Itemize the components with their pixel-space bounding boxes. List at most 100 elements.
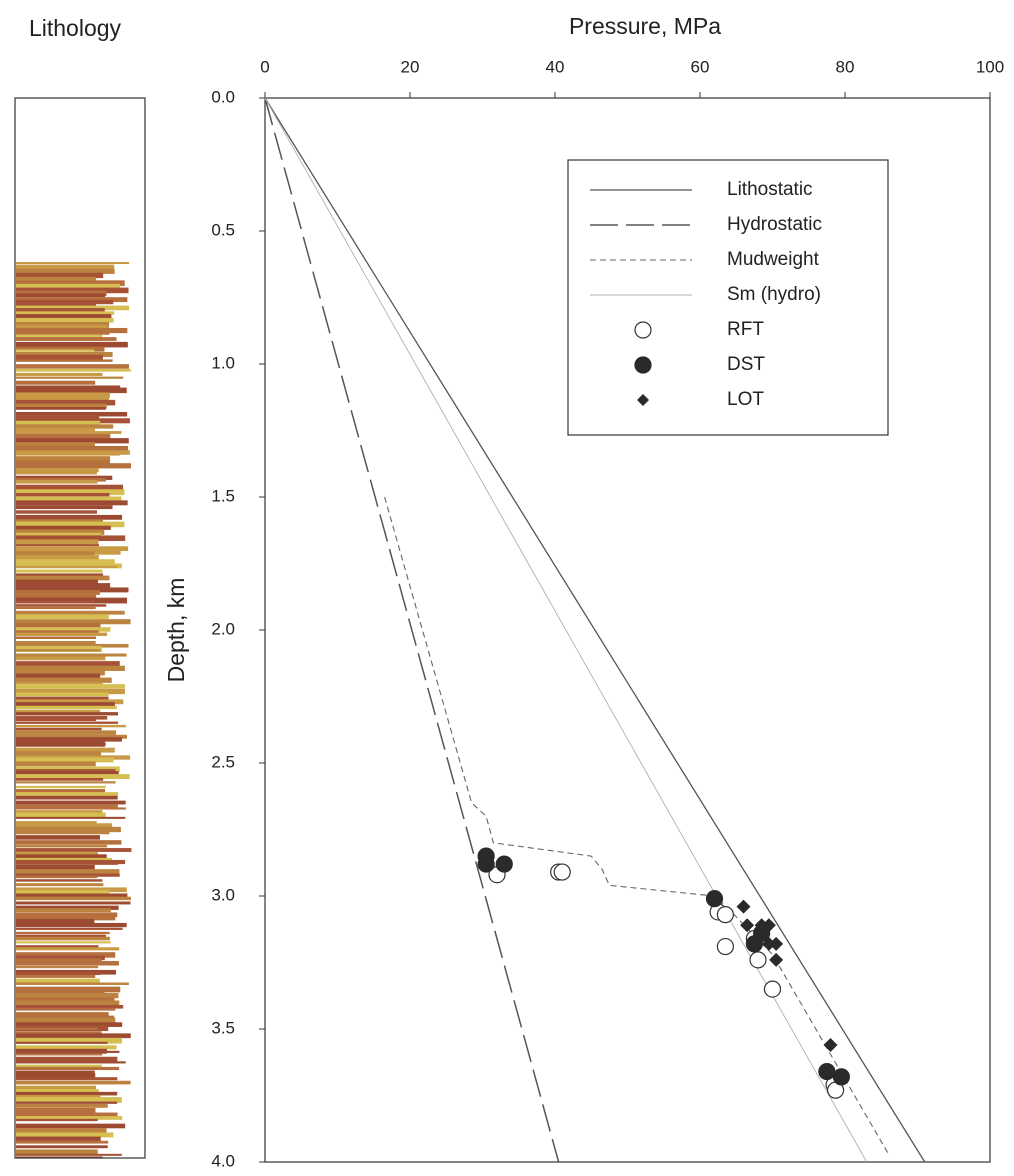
lithology-band: [16, 712, 119, 716]
lithology-band: [16, 812, 106, 818]
lithology-band: [16, 337, 117, 341]
lithology-band: [16, 544, 100, 547]
lithology-band: [16, 653, 127, 657]
lithology-band: [16, 311, 115, 315]
lithology-band: [16, 452, 120, 456]
lithology-band: [16, 268, 115, 274]
lithology-band: [16, 565, 118, 569]
lithology-band: [16, 989, 105, 994]
lithology-band: [16, 280, 125, 287]
lithology-band: [16, 600, 96, 604]
lithology-band: [16, 795, 118, 800]
lithology-band: [16, 539, 99, 545]
lithology-band: [16, 460, 110, 465]
lithology-band: [16, 272, 104, 279]
lithology-band: [16, 972, 101, 976]
legend-swatch: [637, 394, 649, 406]
lithology-band: [16, 359, 113, 362]
lithology-band: [16, 514, 123, 520]
lithology-band: [16, 1000, 120, 1007]
lithology-band: [16, 677, 112, 683]
lithology-band: [16, 535, 126, 542]
data-point: [553, 863, 571, 881]
lithology-band: [16, 264, 115, 270]
lithology-band: [16, 955, 105, 961]
lithology-band: [16, 934, 106, 939]
lithology-band: [16, 840, 122, 845]
lithology-band: [16, 1094, 101, 1098]
lithology-band: [16, 420, 101, 425]
lithology-band: [16, 893, 128, 898]
lithology-band: [16, 975, 96, 978]
lithology-band: [16, 332, 110, 335]
lithology-band: [16, 314, 112, 320]
lithology-band: [16, 670, 105, 676]
lithology-band: [16, 559, 115, 566]
lithology-band: [16, 751, 102, 757]
lithology-band: [16, 1022, 123, 1027]
lithology-band: [16, 730, 116, 735]
lithology-band: [16, 525, 111, 530]
lithology-band: [16, 986, 121, 993]
lithology-band: [16, 418, 130, 424]
lithology-band: [16, 721, 119, 724]
lithology-band: [16, 1136, 101, 1141]
lithology-band: [16, 1066, 120, 1071]
x-tick-label: 80: [836, 57, 855, 76]
lithology-band: [16, 941, 111, 944]
lithology-band: [16, 724, 126, 728]
y-axis-title: Depth, km: [163, 578, 189, 683]
x-tick-label: 0: [260, 57, 269, 76]
series-line: [264, 97, 560, 1163]
lithology-band: [16, 922, 127, 928]
lithology-band: [16, 450, 130, 455]
data-point: [769, 936, 784, 951]
lithology-band: [16, 399, 116, 406]
lithology-band: [16, 1033, 131, 1039]
lithology-band: [16, 804, 118, 809]
lithology-band: [16, 757, 114, 763]
data-point: [705, 890, 724, 908]
lithology-band: [16, 387, 127, 394]
lithology-band: [16, 627, 111, 632]
lithology-band: [16, 831, 110, 835]
lithology-band: [16, 532, 102, 537]
lithology-band: [16, 411, 128, 417]
lithology-band: [16, 656, 106, 661]
data-point: [832, 1068, 850, 1086]
lithology-band: [16, 1012, 109, 1017]
lithology-band: [16, 1132, 114, 1138]
lithology-band: [16, 947, 120, 951]
lithology-band: [16, 448, 99, 451]
lithology-band: [16, 734, 127, 739]
lithology-band: [16, 859, 126, 865]
lithology-band: [16, 456, 111, 463]
lithology-band: [16, 673, 101, 680]
lithology-band: [16, 1053, 103, 1056]
lithology-band: [16, 433, 111, 439]
lithology-band: [16, 945, 99, 948]
lithology-band: [16, 385, 121, 389]
lithology-band: [16, 952, 116, 958]
data-point: [477, 855, 495, 873]
data-point: [749, 951, 767, 969]
lithology-band: [16, 293, 106, 298]
lithology-band: [16, 500, 128, 506]
lithology-band: [16, 575, 110, 581]
lithology-band: [16, 364, 130, 369]
lithology-band: [16, 1097, 122, 1103]
lithology-band: [16, 982, 129, 985]
lithology-band: [16, 1128, 107, 1134]
series-line: [384, 496, 889, 1155]
legend-label: DST: [727, 354, 765, 375]
lithology-band: [16, 308, 105, 312]
lithology-band: [16, 737, 122, 742]
lithology-band: [16, 431, 122, 434]
lithology-band: [16, 475, 113, 480]
lithology-band: [16, 636, 96, 639]
lithology-band: [16, 807, 126, 810]
lithology-band: [16, 993, 119, 999]
data-point: [736, 899, 751, 914]
lithology-band: [16, 1045, 117, 1050]
lithology-band: [16, 901, 131, 905]
